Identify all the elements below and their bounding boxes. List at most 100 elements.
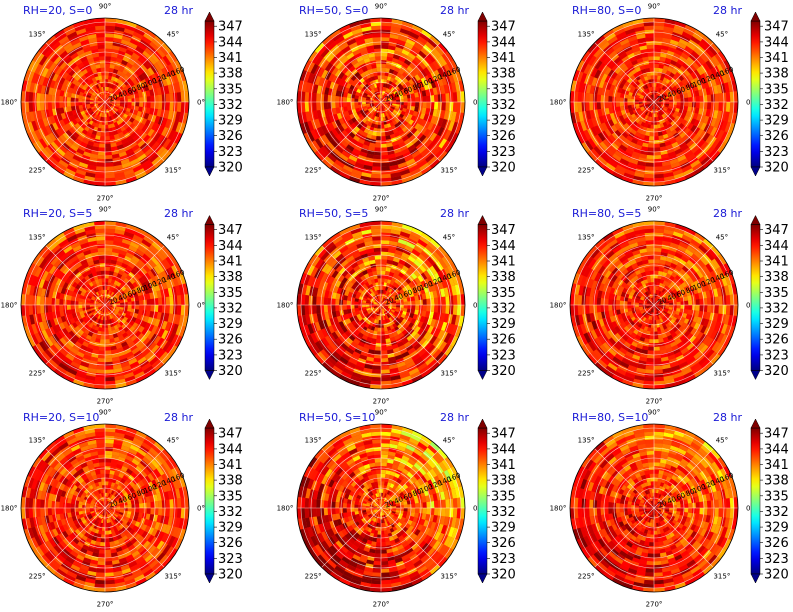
field-cell xyxy=(383,312,386,317)
field-cell xyxy=(105,278,109,283)
field-cell xyxy=(86,300,91,303)
field-cell xyxy=(411,137,419,145)
field-cell xyxy=(404,289,410,295)
field-cell xyxy=(47,102,52,110)
field-cell xyxy=(387,307,392,311)
field-cell xyxy=(670,162,681,169)
field-cell xyxy=(74,138,83,145)
field-cell xyxy=(131,144,140,152)
field-cell xyxy=(52,267,60,277)
r-tick-label: 80 xyxy=(136,81,147,92)
field-cell xyxy=(86,118,92,124)
field-cell xyxy=(655,86,658,91)
colorbar-tick-label: 320 xyxy=(764,161,789,176)
field-cell xyxy=(103,293,105,298)
field-cell xyxy=(371,88,376,93)
field-cell xyxy=(389,37,398,43)
field-cell xyxy=(102,109,104,114)
field-cell xyxy=(692,32,703,42)
field-cell xyxy=(385,319,389,324)
field-cell xyxy=(87,128,94,134)
field-cell xyxy=(391,22,402,29)
field-cell xyxy=(87,236,97,243)
field-cell xyxy=(683,82,690,89)
field-cell xyxy=(143,32,154,42)
field-cell xyxy=(305,82,311,93)
field-cell xyxy=(370,181,381,186)
field-cell xyxy=(94,307,99,311)
field-cell xyxy=(45,35,57,46)
field-cell xyxy=(388,68,395,74)
field-cell xyxy=(381,63,386,68)
field-cell xyxy=(381,293,383,298)
field-cell xyxy=(396,88,401,93)
field-cell xyxy=(125,49,134,56)
field-cell xyxy=(391,125,397,131)
field-cell xyxy=(343,49,353,57)
field-cell xyxy=(105,380,116,386)
field-cell xyxy=(172,323,179,335)
field-cell xyxy=(184,294,189,305)
field-cell xyxy=(733,91,738,102)
field-cell xyxy=(387,308,391,312)
field-cell xyxy=(107,108,111,113)
field-cell xyxy=(105,25,115,31)
field-cell xyxy=(89,125,95,131)
field-cell xyxy=(725,92,731,102)
field-cell xyxy=(397,280,403,287)
field-cell xyxy=(426,64,434,74)
field-cell xyxy=(596,94,601,102)
field-cell xyxy=(101,289,104,294)
field-cell xyxy=(419,162,430,172)
field-cell xyxy=(654,124,658,129)
field-cell xyxy=(113,91,118,95)
field-cell xyxy=(169,102,174,111)
field-cell xyxy=(348,141,357,149)
field-cell xyxy=(605,32,616,42)
field-cell xyxy=(116,273,123,279)
field-cell xyxy=(374,96,379,100)
field-cell xyxy=(94,96,99,100)
field-cell xyxy=(666,109,671,114)
field-cell xyxy=(611,118,618,125)
field-cell xyxy=(149,153,159,163)
field-cell xyxy=(647,104,652,108)
field-cell xyxy=(342,305,347,310)
field-cell xyxy=(338,124,345,133)
field-cell xyxy=(62,118,69,125)
field-cell xyxy=(107,104,112,108)
field-cell xyxy=(96,236,105,241)
field-cell xyxy=(381,48,388,53)
field-cell xyxy=(391,308,396,311)
field-cell xyxy=(370,177,381,183)
field-cell xyxy=(605,58,614,68)
field-cell xyxy=(392,144,400,150)
field-cell xyxy=(607,126,615,135)
field-cell xyxy=(345,82,352,89)
field-cell xyxy=(587,75,594,86)
field-cell xyxy=(403,305,408,309)
field-cell xyxy=(659,76,665,81)
field-cell xyxy=(109,314,113,320)
field-cell xyxy=(159,339,168,350)
field-cell xyxy=(656,96,661,100)
panel-title-left: RH=20, S=5 xyxy=(23,207,92,220)
field-cell xyxy=(381,173,391,179)
field-cell xyxy=(394,92,399,97)
field-cell xyxy=(654,37,663,42)
field-cell xyxy=(392,331,399,337)
field-cell xyxy=(625,148,634,155)
field-cell xyxy=(317,126,325,137)
field-cell xyxy=(312,84,319,94)
field-cell xyxy=(169,305,174,314)
field-cell xyxy=(384,87,387,92)
field-cell xyxy=(176,102,182,112)
field-cell xyxy=(401,20,414,28)
field-cell xyxy=(381,181,392,186)
field-cell xyxy=(118,85,124,91)
colorbar-tick-label: 344 xyxy=(218,35,243,50)
field-cell xyxy=(654,102,656,106)
field-cell xyxy=(80,344,88,351)
field-cell xyxy=(115,105,120,108)
